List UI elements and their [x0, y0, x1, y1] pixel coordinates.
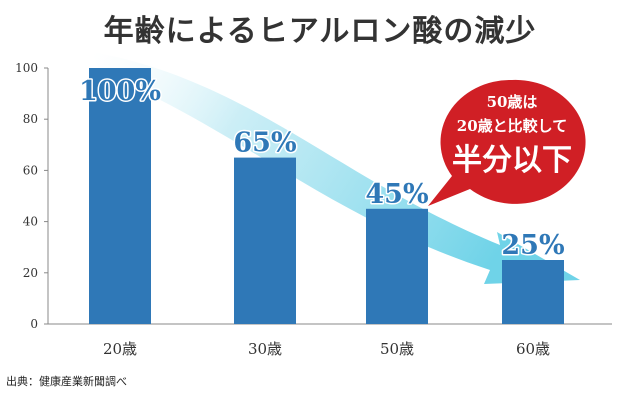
trend-arrow-shape	[92, 52, 580, 284]
x-tick-label: 60歳	[516, 340, 550, 358]
data-label: 65%	[233, 128, 296, 159]
y-tick-label: 0	[30, 317, 38, 331]
chart-title: 年齢によるヒアルロン酸の減少	[103, 14, 537, 49]
callout-line-2: 20歳と比較して	[457, 117, 567, 135]
bar-50歳	[366, 208, 428, 324]
source-note: 出典：健康産業新聞調べ	[6, 375, 127, 388]
trend-arrow	[92, 52, 580, 284]
y-tick-label: 60	[23, 163, 38, 177]
data-label: 25%	[501, 230, 564, 261]
x-axis: 20歳 30歳 50歳 60歳	[103, 340, 550, 358]
y-tick-label: 40	[23, 215, 38, 229]
data-label: 45%	[365, 179, 428, 210]
callout-bubble: 50歳は 20歳と比較して 半分以下	[428, 79, 586, 206]
bar-30歳	[234, 157, 296, 324]
x-tick-label: 20歳	[103, 340, 137, 358]
callout-bubble-shape	[428, 79, 586, 206]
callout-line-3: 半分以下	[452, 143, 572, 178]
y-tick-label: 20	[23, 266, 38, 280]
data-labels: 100% 65% 45% 25%	[77, 75, 566, 263]
bar-60歳	[502, 260, 564, 324]
bar-20歳	[89, 68, 151, 324]
bars	[89, 68, 564, 324]
callout-line-1: 50歳は	[487, 93, 538, 111]
x-tick-label: 30歳	[248, 340, 282, 358]
y-tick-label: 80	[23, 112, 38, 126]
y-tick-label: 100	[15, 61, 38, 75]
data-label: 100%	[79, 76, 161, 107]
x-tick-label: 50歳	[380, 340, 414, 358]
